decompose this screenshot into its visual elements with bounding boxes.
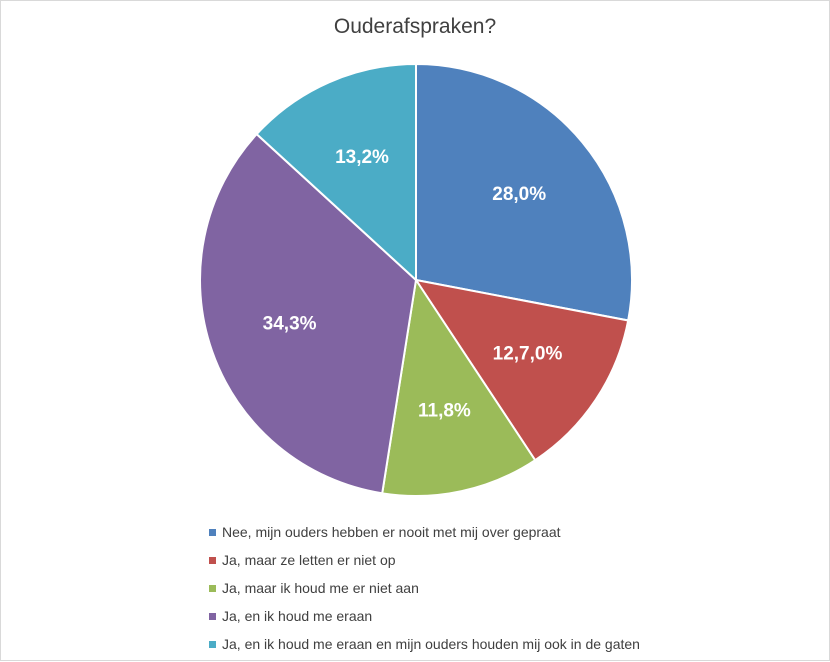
legend-item-3: Ja, maar ik houd me er niet aan xyxy=(209,574,640,602)
legend-swatch xyxy=(209,528,216,536)
legend-swatch xyxy=(209,640,216,648)
chart-legend: Nee, mijn ouders hebben er nooit met mij… xyxy=(209,518,640,658)
pie-slice-1 xyxy=(415,62,633,322)
chart-title: Ouderafspraken? xyxy=(333,15,497,38)
pie-slice-5 xyxy=(255,62,417,283)
data-label-2: 12,7,0% xyxy=(493,344,563,365)
data-label-5: 13,2% xyxy=(335,147,389,168)
data-label-4: 34,3% xyxy=(263,314,317,335)
pie-slice-3 xyxy=(381,277,537,497)
pie-slice-4 xyxy=(199,132,418,495)
data-label-3: 11,8% xyxy=(418,400,471,421)
pie-data-labels: 28,0% 12,7,0% 11,8% 34,3% 13,2% xyxy=(263,147,563,422)
pie-slices xyxy=(199,62,633,497)
legend-label: Nee, mijn ouders hebben er nooit met mij… xyxy=(222,524,561,540)
pie-slice-2 xyxy=(413,278,630,462)
legend-item-1: Nee, mijn ouders hebben er nooit met mij… xyxy=(209,518,640,546)
legend-item-4: Ja, en ik houd me eraan xyxy=(209,602,640,630)
legend-label: Ja, en ik houd me eraan en mijn ouders h… xyxy=(222,636,640,652)
legend-label: Ja, maar ik houd me er niet aan xyxy=(222,580,419,596)
legend-swatch xyxy=(209,612,216,620)
legend-label: Ja, maar ze letten er niet op xyxy=(222,552,396,568)
legend-swatch xyxy=(209,584,216,592)
data-label-1: 28,0% xyxy=(492,184,546,205)
legend-item-2: Ja, maar ze letten er niet op xyxy=(209,546,640,574)
legend-swatch xyxy=(209,556,216,564)
legend-item-5: Ja, en ik houd me eraan en mijn ouders h… xyxy=(209,630,640,658)
legend-label: Ja, en ik houd me eraan xyxy=(222,608,373,624)
